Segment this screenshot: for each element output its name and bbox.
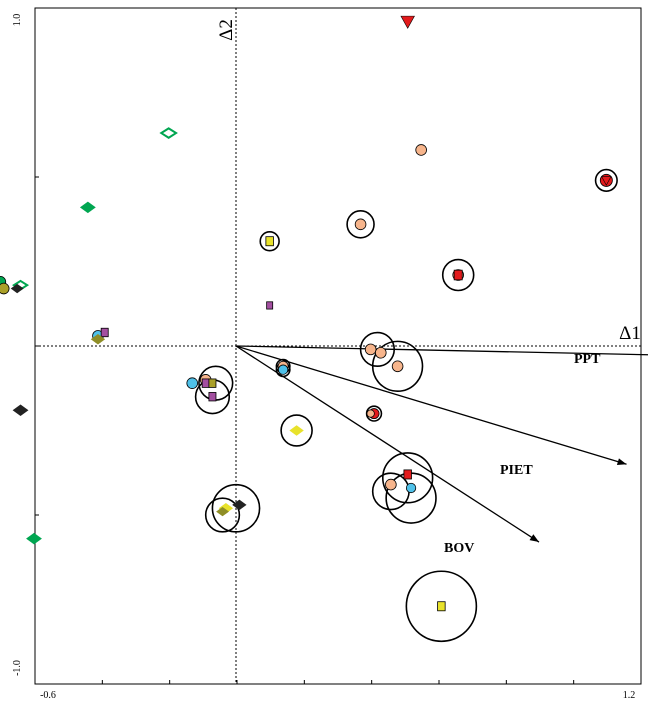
marker-triangle-down [400,15,415,29]
marker-square [208,392,217,402]
marker-circle [366,409,375,418]
marker-square [453,269,463,281]
marker-circle [354,218,367,231]
marker-circle [186,377,199,389]
marker-layer [0,15,618,612]
marker-square [100,327,109,338]
marker-triangle-down [601,176,612,186]
marker-circle [385,478,397,491]
axis-ticks [34,7,642,685]
size-circle [371,340,424,392]
vector-line [235,345,627,465]
marker-square [265,236,274,247]
x-tick-label-max: 1.2 [623,690,636,701]
marker-square [403,469,412,480]
vector-arrowhead [616,458,627,466]
size-circle [211,483,261,533]
marker-diamond [12,404,29,416]
size-circle [346,210,375,239]
marker-ring [594,168,618,192]
plot-frame [34,7,642,685]
marker-circle [405,482,417,494]
marker-circle [364,343,377,356]
y-tick-label-max: 1.0 [12,14,23,27]
size-circle [441,258,475,292]
marker-circle [374,346,387,359]
axis-name-vertical: Δ2 [216,19,237,41]
vector-line [235,345,540,543]
size-circle [381,452,434,504]
circle-layer [194,210,478,643]
marker-diamond [10,283,24,294]
marker-diamond [26,532,42,545]
vector-line [235,345,648,356]
x-tick-label-min: -0.6 [40,690,56,701]
marker-diamond-open [159,127,178,139]
marker-square [437,601,446,612]
size-circle [405,570,478,643]
marker-square [201,378,210,388]
vector-label-bov: BOV [444,541,474,556]
axis-name-horizontal: Δ1 [619,323,641,344]
vector-arrowhead [529,534,539,543]
vector-label-piet: PIET [500,463,533,478]
marker-diamond [216,506,229,517]
size-circle [204,497,241,533]
marker-circle [0,282,10,295]
marker-diamond [289,425,304,436]
vector-label-ppt: PPT [574,352,601,367]
marker-circle [415,144,427,156]
marker-circle [391,360,404,373]
vector-layer [235,345,648,543]
size-circle [280,414,313,447]
marker-circle [278,364,289,375]
marker-diamond [79,201,96,214]
marker-diamond [232,499,247,511]
marker-square [208,378,217,388]
marker-diamond [90,334,106,345]
marker-square [266,301,274,310]
marker-ring [259,230,280,252]
y-tick-label-min: -1.0 [12,660,23,676]
